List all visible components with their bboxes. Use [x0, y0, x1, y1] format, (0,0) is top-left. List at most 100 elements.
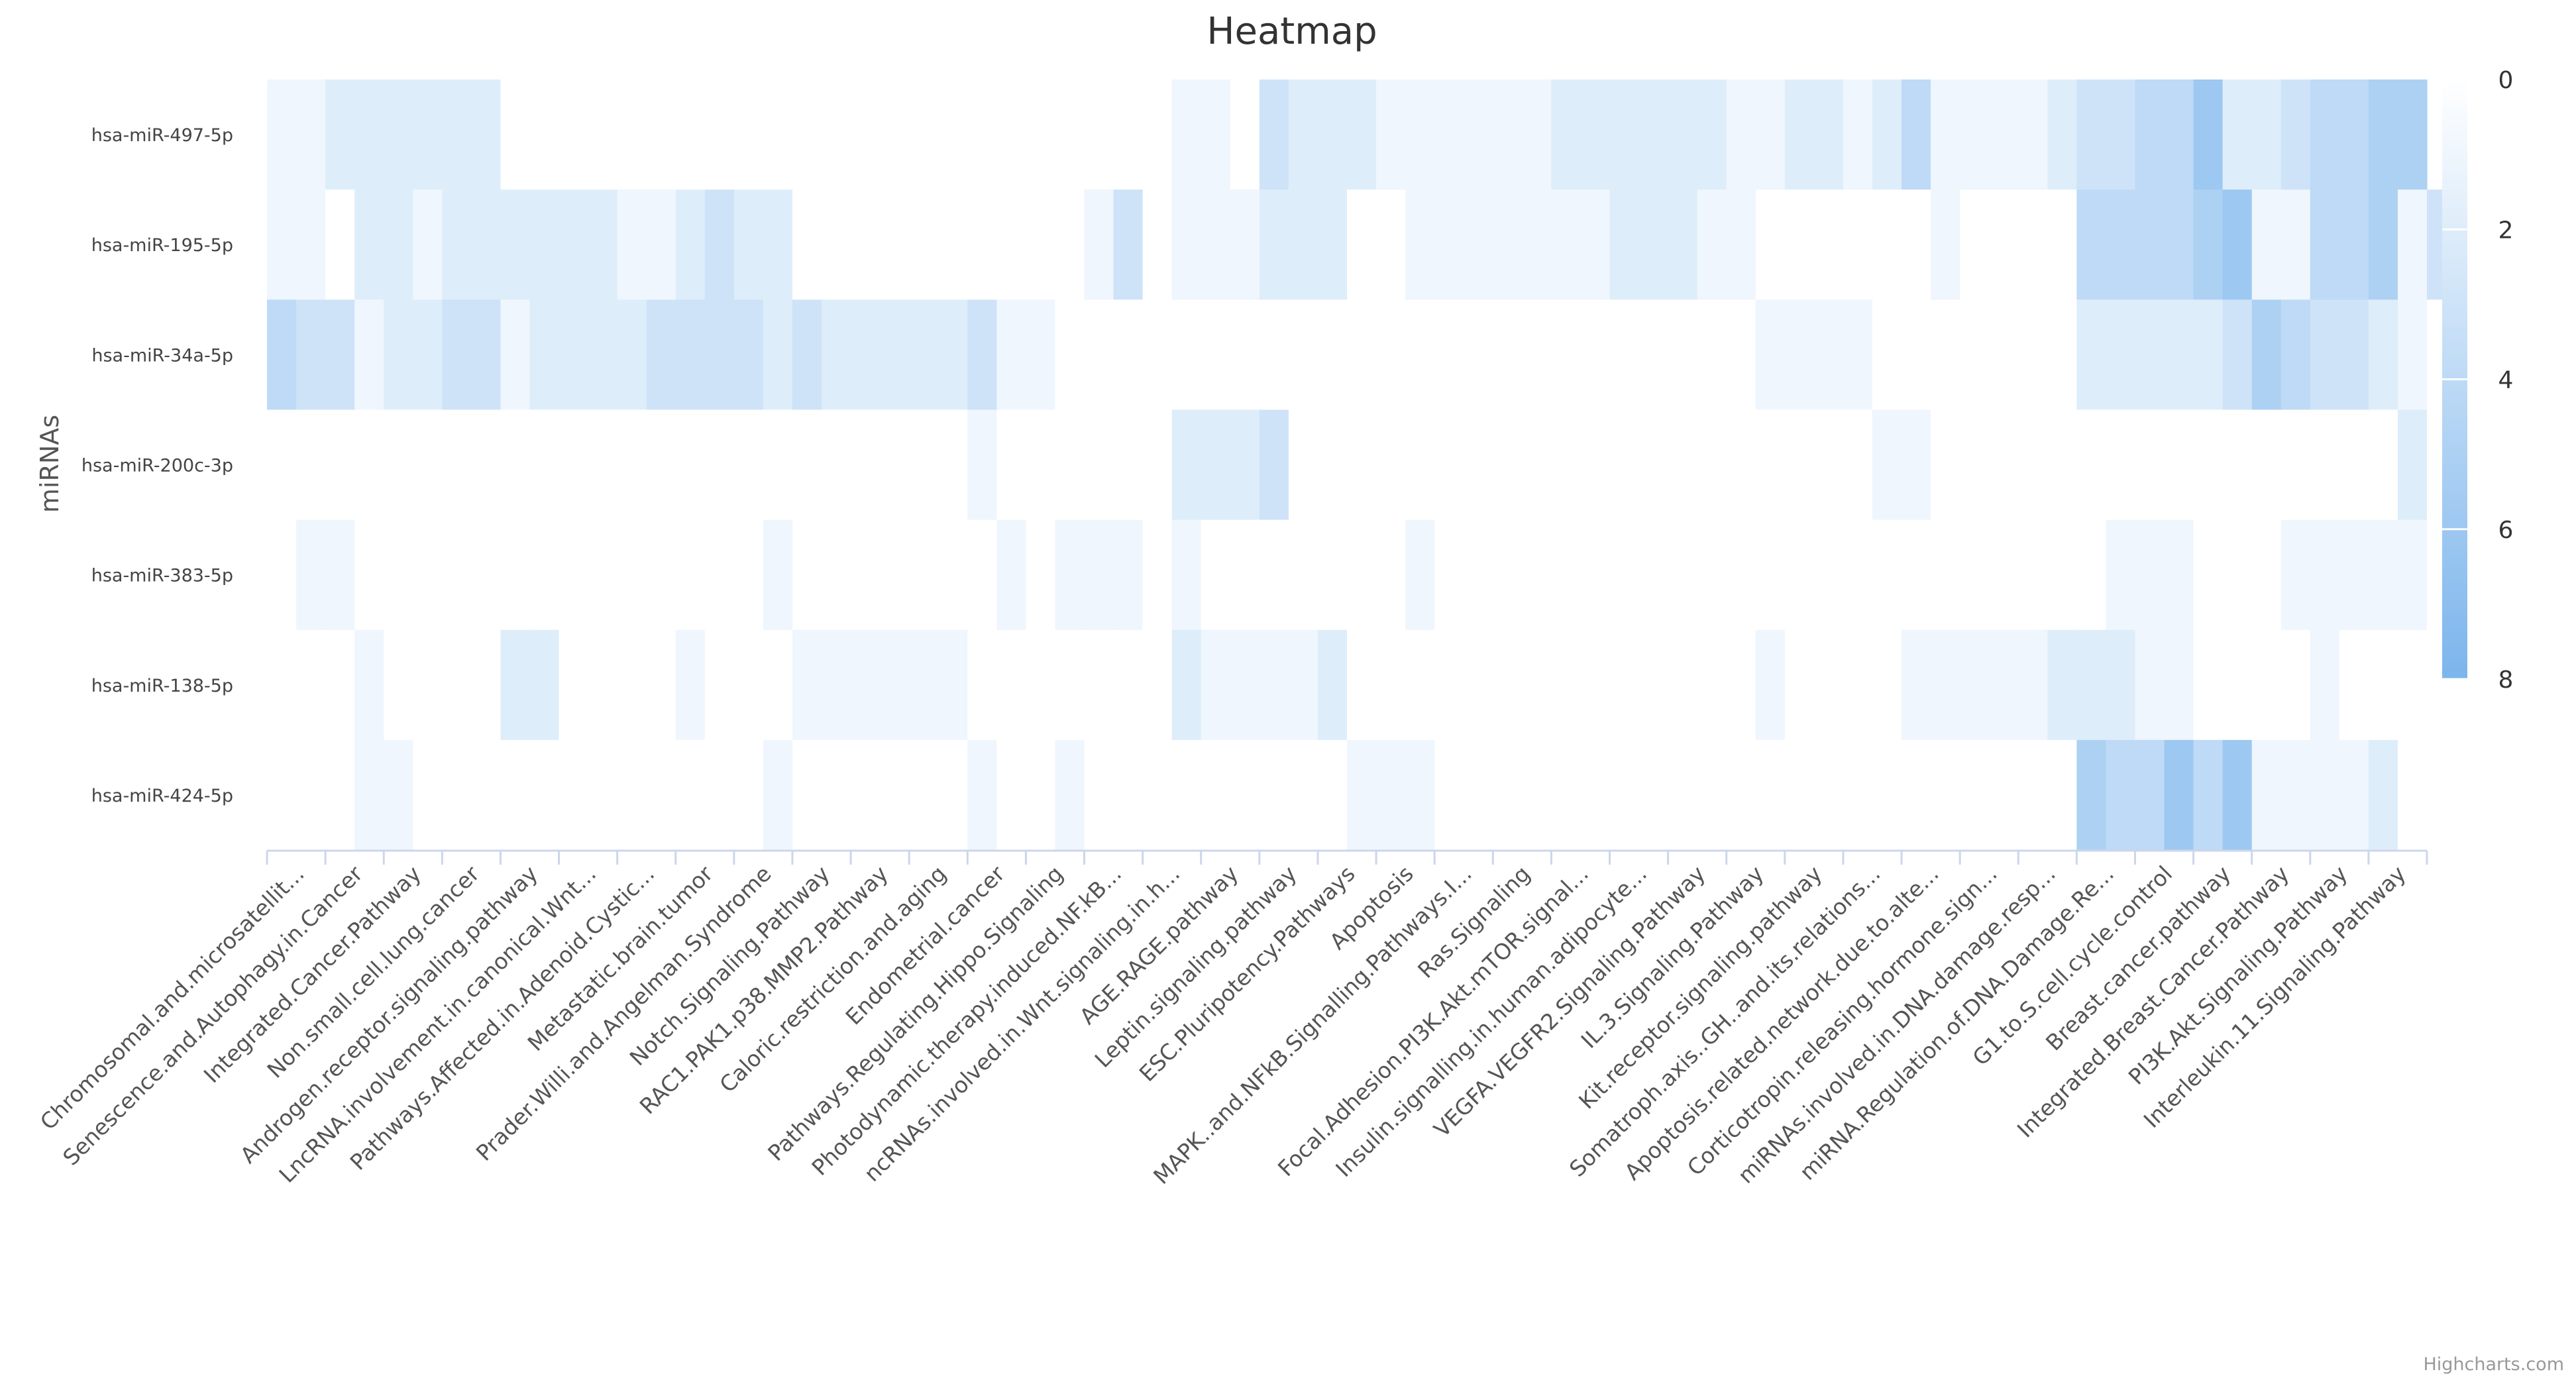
heatmap-cell[interactable] [1288, 519, 1318, 631]
heatmap-cell[interactable] [1084, 629, 1114, 741]
heatmap-cell[interactable] [1142, 299, 1173, 411]
heatmap-cell[interactable] [1376, 519, 1406, 631]
heatmap-cell[interactable] [1902, 189, 1931, 300]
heatmap-cell[interactable] [880, 629, 910, 741]
heatmap-cell[interactable] [2106, 80, 2136, 190]
heatmap-cell[interactable] [2018, 299, 2048, 411]
heatmap-cell[interactable] [2018, 189, 2048, 300]
heatmap-cell[interactable] [1230, 409, 1260, 521]
heatmap-cell[interactable] [646, 299, 676, 411]
heatmap-cell[interactable] [1464, 629, 1493, 741]
heatmap-cell[interactable] [1405, 409, 1435, 521]
heatmap-cell[interactable] [675, 189, 706, 300]
heatmap-cell[interactable] [2047, 629, 2077, 741]
heatmap-cell[interactable] [617, 629, 647, 741]
heatmap-cell[interactable] [2397, 80, 2428, 190]
heatmap-cell[interactable] [1201, 629, 1231, 741]
heatmap-cell[interactable] [1405, 519, 1435, 631]
heatmap-cell[interactable] [2310, 80, 2340, 190]
heatmap-cell[interactable] [500, 739, 531, 851]
heatmap-cell[interactable] [296, 189, 326, 300]
heatmap-cell[interactable] [354, 299, 384, 411]
heatmap-cell[interactable] [2397, 629, 2428, 741]
heatmap-cell[interactable] [646, 629, 676, 741]
heatmap-cell[interactable] [2251, 629, 2282, 741]
heatmap-cell[interactable] [1755, 409, 1786, 521]
heatmap-cell[interactable] [1288, 80, 1318, 190]
heatmap-cell[interactable] [704, 189, 735, 300]
heatmap-cell[interactable] [967, 519, 997, 631]
heatmap-cell[interactable] [763, 409, 793, 521]
heatmap-cell[interactable] [1493, 739, 1523, 851]
heatmap-cell[interactable] [1522, 80, 1552, 190]
heatmap-cell[interactable] [325, 80, 355, 190]
heatmap-cell[interactable] [267, 80, 297, 190]
heatmap-cell[interactable] [1902, 629, 1931, 741]
heatmap-cell[interactable] [2281, 409, 2311, 521]
heatmap-cell[interactable] [2018, 80, 2048, 190]
heatmap-cell[interactable] [675, 629, 706, 741]
heatmap-cell[interactable] [1960, 189, 1990, 300]
heatmap-cell[interactable] [1405, 299, 1435, 411]
heatmap-cell[interactable] [588, 189, 618, 300]
heatmap-cell[interactable] [1843, 189, 1873, 300]
heatmap-cell[interactable] [413, 739, 443, 851]
heatmap-cell[interactable] [1931, 409, 1960, 521]
heatmap-cell[interactable] [2222, 739, 2253, 851]
heatmap-cell[interactable] [2164, 299, 2194, 411]
heatmap-cell[interactable] [967, 189, 997, 300]
heatmap-cell[interactable] [1230, 629, 1260, 741]
heatmap-cell[interactable] [1055, 739, 1085, 851]
heatmap-cell[interactable] [675, 739, 706, 851]
heatmap-cell[interactable] [1931, 299, 1960, 411]
heatmap-cell[interactable] [2076, 629, 2106, 741]
heatmap-cell[interactable] [2106, 409, 2136, 521]
heatmap-cell[interactable] [1259, 519, 1289, 631]
heatmap-cell[interactable] [2251, 299, 2282, 411]
heatmap-cell[interactable] [1230, 739, 1260, 851]
heatmap-cell[interactable] [1317, 629, 1348, 741]
heatmap-cell[interactable] [2047, 80, 2077, 190]
heatmap-cell[interactable] [1551, 409, 1582, 521]
heatmap-cell[interactable] [996, 409, 1026, 521]
heatmap-cell[interactable] [2018, 409, 2048, 521]
heatmap-cell[interactable] [1464, 519, 1493, 631]
heatmap-cell[interactable] [1084, 519, 1114, 631]
heatmap-cell[interactable] [413, 189, 443, 300]
heatmap-cell[interactable] [1493, 629, 1523, 741]
heatmap-cell[interactable] [1551, 739, 1582, 851]
heatmap-cell[interactable] [1493, 519, 1523, 631]
heatmap-cell[interactable] [500, 629, 531, 741]
heatmap-cell[interactable] [1638, 739, 1669, 851]
heatmap-cell[interactable] [1697, 80, 1727, 190]
heatmap-cell[interactable] [792, 629, 822, 741]
heatmap-cell[interactable] [1902, 80, 1931, 190]
heatmap-cell[interactable] [851, 189, 881, 300]
heatmap-cell[interactable] [851, 409, 881, 521]
heatmap-cell[interactable] [1113, 629, 1144, 741]
heatmap-cell[interactable] [2222, 80, 2253, 190]
heatmap-cell[interactable] [1872, 299, 1902, 411]
heatmap-cell[interactable] [500, 80, 531, 190]
heatmap-cell[interactable] [1464, 80, 1493, 190]
heatmap-cell[interactable] [704, 299, 735, 411]
heatmap-cell[interactable] [1201, 409, 1231, 521]
heatmap-cell[interactable] [1638, 80, 1669, 190]
heatmap-cell[interactable] [354, 629, 384, 741]
heatmap-cell[interactable] [996, 629, 1026, 741]
heatmap-cell[interactable] [2281, 80, 2311, 190]
heatmap-cell[interactable] [1026, 80, 1056, 190]
heatmap-cell[interactable] [2339, 409, 2369, 521]
heatmap-cell[interactable] [267, 519, 297, 631]
heatmap-cell[interactable] [996, 299, 1026, 411]
heatmap-cell[interactable] [1960, 519, 1990, 631]
heatmap-cell[interactable] [500, 299, 531, 411]
heatmap-cell[interactable] [967, 739, 997, 851]
heatmap-cell[interactable] [325, 629, 355, 741]
heatmap-cell[interactable] [384, 80, 413, 190]
heatmap-cell[interactable] [1113, 519, 1144, 631]
heatmap-cell[interactable] [2281, 299, 2311, 411]
heatmap-cell[interactable] [2193, 80, 2224, 190]
heatmap-cell[interactable] [1347, 519, 1377, 631]
heatmap-cell[interactable] [1902, 409, 1931, 521]
